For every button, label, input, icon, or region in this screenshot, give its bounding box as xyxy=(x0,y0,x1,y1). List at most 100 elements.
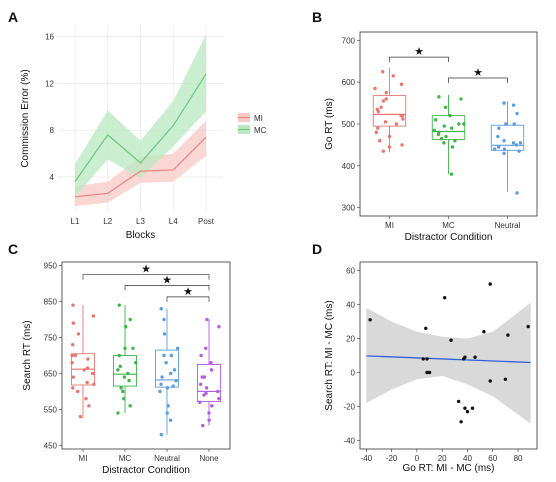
data-point xyxy=(76,332,81,336)
data-point xyxy=(217,325,221,329)
data-point xyxy=(70,353,74,358)
x-tick-label: 80 xyxy=(514,454,523,463)
data-point xyxy=(116,411,120,415)
data-point xyxy=(92,382,96,386)
data-point xyxy=(387,134,392,139)
data-point xyxy=(399,82,404,86)
data-point xyxy=(449,172,454,176)
data-point xyxy=(159,307,163,311)
data-point xyxy=(376,126,380,130)
x-tick-label: L1 xyxy=(71,217,80,226)
data-point xyxy=(436,132,441,137)
x-tick-label: MI xyxy=(79,454,88,463)
data-point xyxy=(119,386,123,390)
panel-b: B 300 400 500 600 700 MI MC Neutral ★ ★ Distractor … xyxy=(312,9,538,243)
data-point xyxy=(198,400,202,404)
data-point xyxy=(124,325,128,329)
legend-label-mi: MI xyxy=(254,114,263,123)
data-point xyxy=(443,105,448,109)
panel-a: A 4 8 12 16 L1 L2 L3 L4 Post Blocks Commission Erro… xyxy=(8,9,267,241)
data-point xyxy=(457,122,461,126)
x-axis-title: Blocks xyxy=(126,230,155,241)
x-tick-label: L4 xyxy=(169,217,178,226)
x-tick-label: Post xyxy=(198,217,215,226)
data-point xyxy=(514,143,519,147)
data-point xyxy=(453,139,457,143)
data-point xyxy=(160,375,164,379)
confidence-band xyxy=(366,302,531,424)
x-tick-label: 60 xyxy=(488,454,497,463)
data-point xyxy=(502,101,506,105)
x-tick-label: -20 xyxy=(386,454,398,463)
data-point xyxy=(444,134,448,139)
significance-star: ★ xyxy=(473,67,483,79)
data-point xyxy=(175,346,180,351)
y-tick-label: 0 xyxy=(351,369,356,378)
box-mc xyxy=(112,355,137,387)
data-point xyxy=(384,97,388,101)
data-point xyxy=(424,326,428,330)
y-tick-label: 60 xyxy=(346,267,355,276)
data-point xyxy=(421,357,425,361)
y-tick-label: 40 xyxy=(346,301,355,310)
data-point xyxy=(459,420,463,424)
y-tick-label: 500 xyxy=(342,120,356,129)
data-point xyxy=(449,338,453,342)
panel-letter-a: A xyxy=(8,9,18,25)
data-point xyxy=(204,386,209,390)
x-axis-title: Distractor Condition xyxy=(405,232,493,243)
data-point xyxy=(425,357,429,361)
data-point xyxy=(159,432,163,437)
data-point xyxy=(470,406,475,410)
data-point xyxy=(459,97,463,101)
data-point xyxy=(463,355,467,359)
data-point xyxy=(121,389,125,394)
data-point xyxy=(162,317,166,322)
data-point xyxy=(526,324,530,329)
data-point xyxy=(216,389,220,394)
data-point xyxy=(394,122,399,126)
data-point xyxy=(116,368,120,372)
x-tick-label: Neutral xyxy=(154,454,180,463)
data-point xyxy=(399,113,403,118)
data-point xyxy=(82,368,86,372)
data-point xyxy=(383,120,388,124)
data-point xyxy=(439,136,444,141)
data-point xyxy=(134,360,138,365)
y-tick-label: 300 xyxy=(342,204,356,213)
data-point xyxy=(174,378,178,383)
x-axis-title: Go RT: MI - MC (ms) xyxy=(402,463,494,474)
data-point xyxy=(378,139,382,143)
confidence-band-mc xyxy=(75,34,206,197)
data-point xyxy=(374,130,378,135)
y-tick-label: 600 xyxy=(342,78,356,87)
y-tick-label: 700 xyxy=(342,36,356,45)
significance-bracket xyxy=(389,56,449,63)
data-point xyxy=(465,409,470,414)
data-point xyxy=(76,389,80,394)
data-point xyxy=(463,406,467,410)
data-point xyxy=(168,371,173,376)
x-tick-label: -40 xyxy=(361,454,373,463)
data-point xyxy=(515,111,519,116)
data-point xyxy=(427,370,432,375)
y-tick-label: -20 xyxy=(343,403,355,412)
x-tick-label: 20 xyxy=(438,454,447,463)
data-point xyxy=(159,382,163,386)
data-point xyxy=(381,70,385,74)
x-tick-label: MC xyxy=(442,221,455,230)
data-point xyxy=(128,404,132,408)
y-tick-label: 8 xyxy=(50,126,55,135)
data-point xyxy=(73,353,78,358)
panel-c: C 450 550 650 750 850 950 MI MC Neutral None ★ ★ ★ Dis… xyxy=(8,241,231,476)
plot-frame xyxy=(61,261,231,450)
data-point xyxy=(368,318,372,322)
data-point xyxy=(166,404,170,408)
data-point xyxy=(502,151,506,155)
data-point xyxy=(117,353,122,358)
data-point xyxy=(488,379,492,383)
data-point xyxy=(391,74,395,78)
y-tick-label: 750 xyxy=(44,334,58,343)
data-point xyxy=(473,355,477,359)
x-tick-label: L3 xyxy=(136,217,145,226)
